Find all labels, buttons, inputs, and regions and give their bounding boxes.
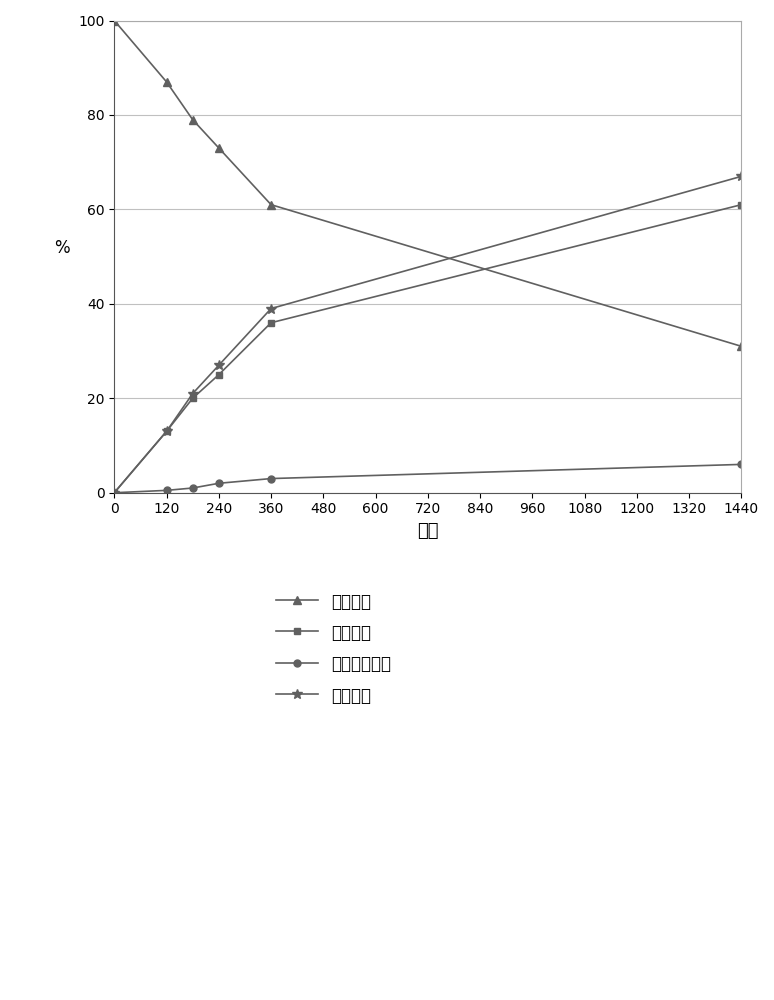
目标产物 [162, 425, 171, 437]
金合欢基丙酱 [737, 458, 746, 470]
全部产物 [162, 425, 171, 437]
Y-axis label: %: % [53, 239, 70, 257]
金合欢烯 [266, 199, 276, 211]
金合欢烯 [214, 142, 224, 154]
金合欢基丙酱 [214, 477, 224, 489]
金合欢基丙酱 [110, 487, 119, 499]
目标产物 [737, 199, 746, 211]
全部产物 [110, 487, 119, 499]
目标产物 [110, 487, 119, 499]
全部产物 [266, 303, 276, 315]
全部产物 [737, 170, 746, 182]
Legend: 金合欢烯, 目标产物, 金合欢基丙酱, 全部产物: 金合欢烯, 目标产物, 金合欢基丙酱, 全部产物 [269, 586, 398, 711]
金合欢烯 [737, 340, 746, 352]
金合欢基丙酱 [162, 484, 171, 496]
目标产物 [266, 317, 276, 329]
X-axis label: 分钟: 分钟 [417, 522, 439, 540]
金合欢烯 [188, 114, 197, 126]
Line: 全部产物: 全部产物 [109, 171, 746, 498]
目标产物 [214, 369, 224, 381]
金合欢烯 [162, 76, 171, 88]
目标产物 [188, 392, 197, 404]
金合欢基丙酱 [188, 482, 197, 494]
Line: 金合欢基丙酱: 金合欢基丙酱 [111, 461, 745, 496]
Line: 金合欢烯: 金合欢烯 [110, 16, 745, 351]
全部产物 [188, 388, 197, 400]
金合欢烯 [110, 15, 119, 27]
Line: 目标产物: 目标产物 [111, 201, 745, 496]
金合欢基丙酱 [266, 473, 276, 485]
全部产物 [214, 359, 224, 371]
